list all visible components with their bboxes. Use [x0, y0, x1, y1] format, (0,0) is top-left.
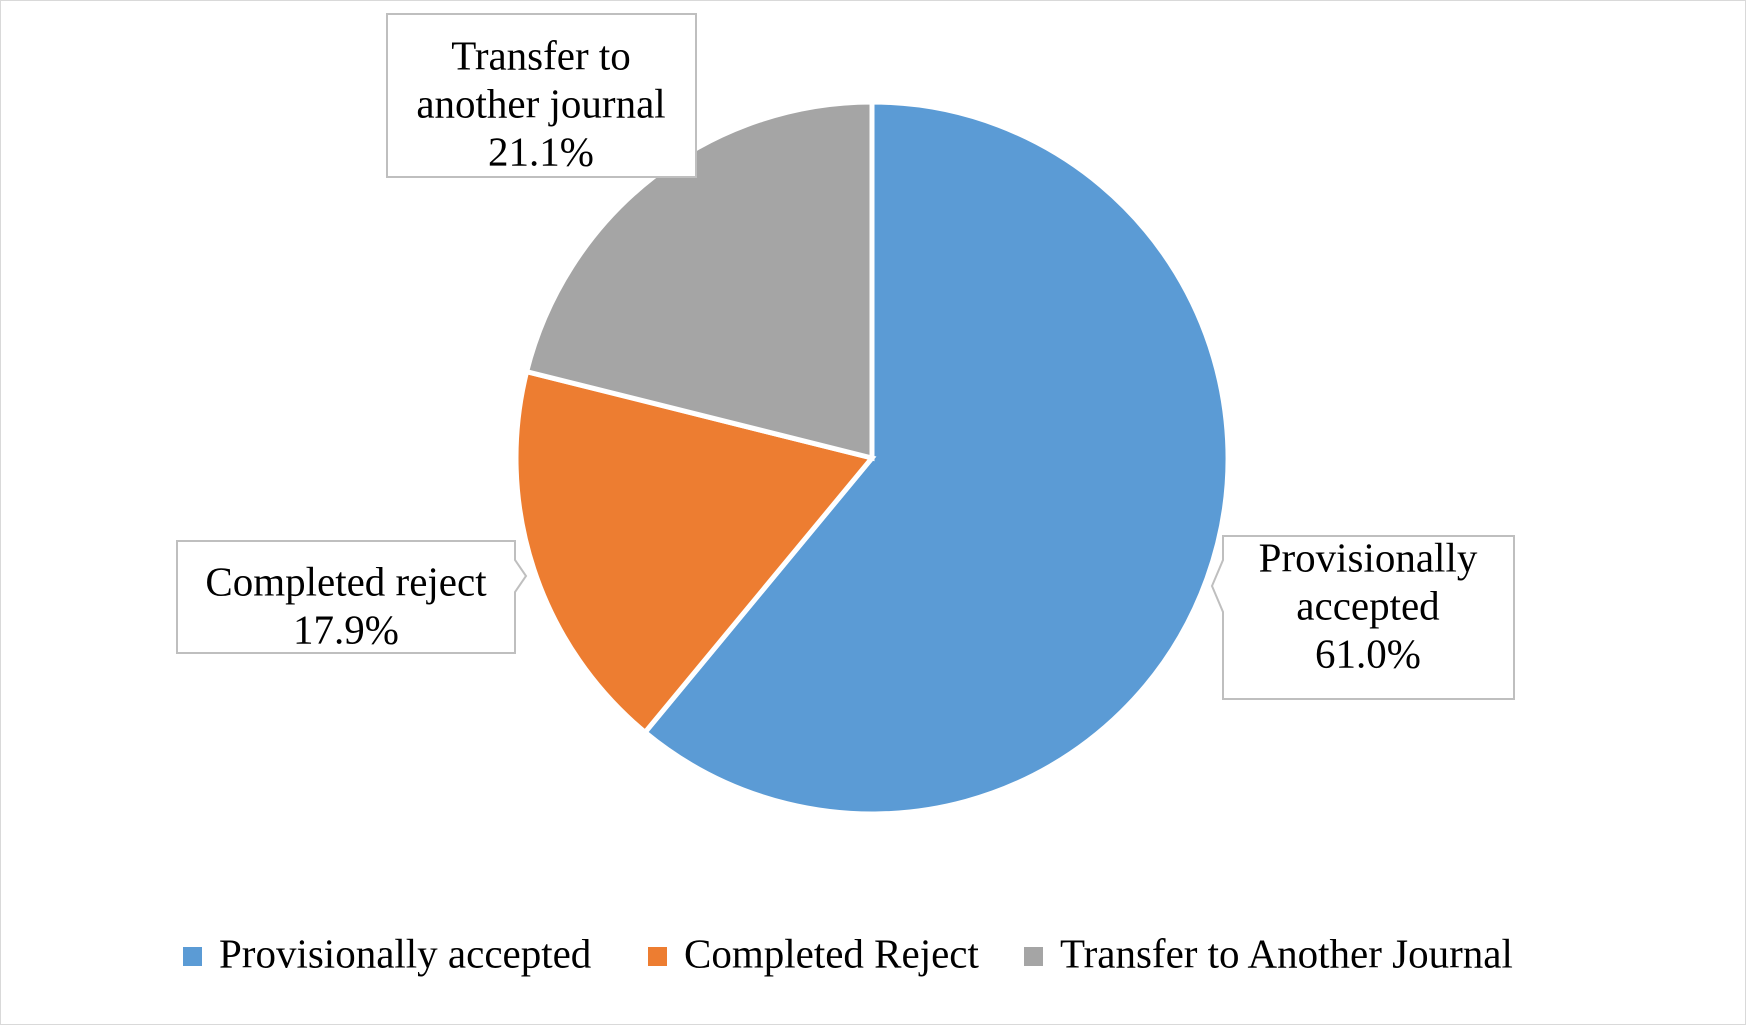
data-label-line: accepted [1296, 582, 1439, 628]
data-label-line: another journal [416, 80, 665, 126]
legend-item-completed-reject: Completed Reject [648, 930, 979, 976]
data-label-box [176, 540, 528, 654]
legend-swatch [183, 947, 202, 966]
data-label-box [1210, 535, 1515, 700]
pie-slice-provisionally-accepted [641, 99, 1231, 817]
legend-label: Completed Reject [684, 930, 979, 976]
legend-item-provisionally-accepted: Provisionally accepted [183, 930, 591, 976]
pie-slices [513, 99, 1231, 817]
legend-label: Transfer to Another Journal [1060, 930, 1513, 976]
data-label-line: 17.9% [293, 606, 399, 652]
legend-swatch [648, 947, 667, 966]
legend-label: Provisionally accepted [219, 930, 591, 976]
data-label-line: Provisionally [1259, 534, 1478, 580]
data-label-line: Transfer to [451, 32, 631, 78]
data-label-line: 21.1% [488, 128, 594, 174]
data-label-line: 61.0% [1315, 630, 1421, 676]
legend-item-transfer-to-another-journal: Transfer to Another Journal [1024, 930, 1513, 976]
legend-swatch [1024, 947, 1043, 966]
data-label-box [386, 13, 697, 178]
data-label-line: Completed reject [205, 558, 487, 604]
pie-slice-completed-reject [513, 368, 877, 736]
legend: Provisionally accepted Completed Reject Tr… [183, 930, 1513, 976]
